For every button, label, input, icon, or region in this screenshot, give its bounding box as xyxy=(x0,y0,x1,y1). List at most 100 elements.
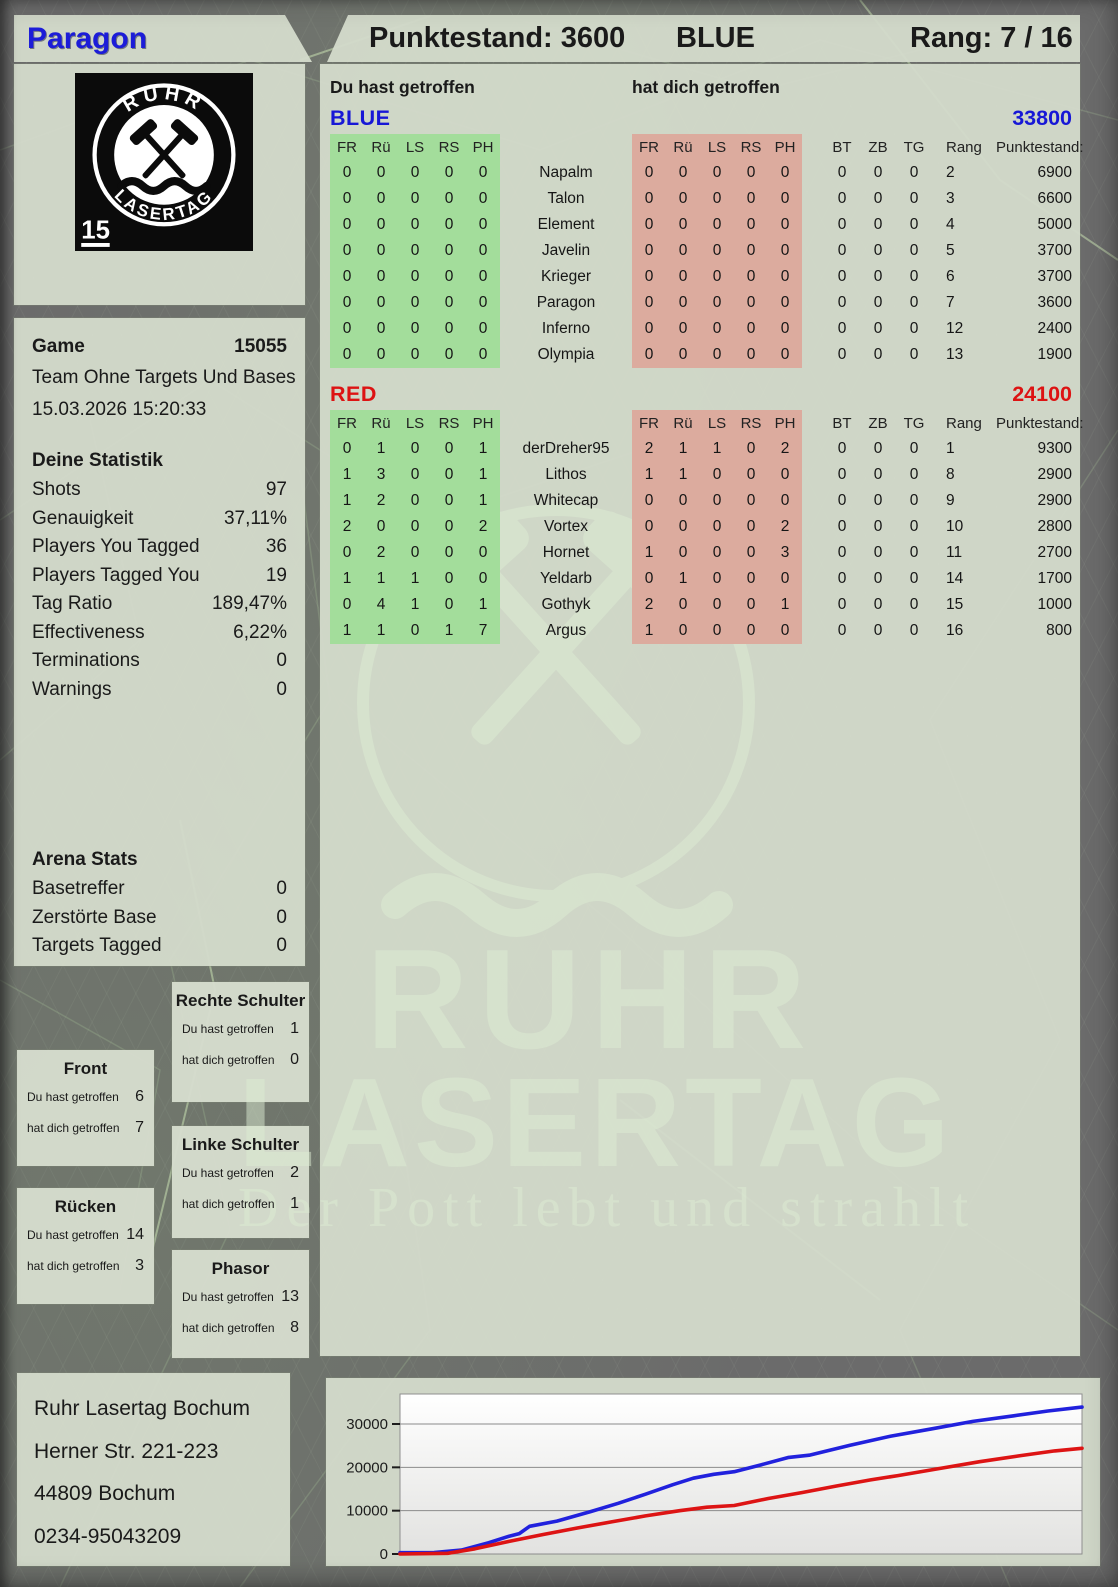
spacer xyxy=(320,316,330,342)
stat-label: Basetreffer xyxy=(32,878,125,900)
stat-label: Terminations xyxy=(32,650,140,672)
them-hit-cell: 0 xyxy=(734,212,768,238)
tg-cell: 0 xyxy=(909,164,919,181)
rank-cell: 6 xyxy=(946,268,955,285)
stat-value: 97 xyxy=(265,479,287,501)
tg-column-header: TG xyxy=(903,414,925,432)
you-hit-cell: 0 xyxy=(432,212,466,238)
arena-stats-title: Arena Stats xyxy=(32,849,138,870)
them-hit-cell: 0 xyxy=(700,316,734,342)
you-hit-cell: 1 xyxy=(466,462,500,488)
spacer xyxy=(802,160,824,186)
rank-cell: 11 xyxy=(946,544,963,561)
player-name-panel: Paragon xyxy=(14,15,312,62)
zb-cell: 0 xyxy=(873,570,883,587)
you-hit-cell: 0 xyxy=(364,238,398,264)
spacer xyxy=(320,342,330,368)
tg-cell: 0 xyxy=(909,596,919,613)
them-hit-cell: 0 xyxy=(632,290,666,316)
you-hit-cell: 0 xyxy=(432,436,466,462)
game-number: 15055 xyxy=(234,336,287,357)
them-hit-cell: 0 xyxy=(666,618,700,644)
rank-cell: 7 xyxy=(946,294,955,311)
score-cell: 3600 xyxy=(1037,294,1072,311)
them-hit-cell: 2 xyxy=(768,436,802,462)
them-hit-cell: 0 xyxy=(666,238,700,264)
you-hit-cell: 0 xyxy=(398,462,432,488)
them-hit-cell: 0 xyxy=(734,488,768,514)
spacer xyxy=(320,290,330,316)
you-hit-header: Du hast getroffen xyxy=(330,77,475,97)
stat-row: Players You Tagged 36 xyxy=(32,533,287,562)
hit-zone-them-label: hat dich getroffen xyxy=(27,1121,120,1135)
them-hit-cell: 0 xyxy=(700,238,734,264)
spacer xyxy=(802,436,824,462)
bt-cell: 0 xyxy=(837,622,847,639)
you-hit-cell: 0 xyxy=(330,264,364,290)
team-total: 33800 xyxy=(1012,105,1072,130)
venue-phone: 0234-95043209 xyxy=(34,1524,182,1548)
bt-cell: 0 xyxy=(837,268,847,285)
stat-row: Warnings 0 xyxy=(32,676,287,705)
tg-cell: 0 xyxy=(909,242,919,259)
column-header-row: FR Rü LS RS PH FR Rü LS RS PH BT ZB TG Rang Punktestan… xyxy=(320,410,1084,436)
y-tick-label: 0 xyxy=(380,1546,388,1563)
bt-cell: 0 xyxy=(837,320,847,337)
spacer xyxy=(320,160,330,186)
zb-cell: 0 xyxy=(873,268,883,285)
them-hit-cell: 0 xyxy=(734,160,768,186)
stat-value: 189,47% xyxy=(211,593,287,615)
them-hit-column-header: PH xyxy=(768,134,802,160)
them-hit-cell: 0 xyxy=(632,342,666,368)
them-hit-cell: 0 xyxy=(768,618,802,644)
you-hit-cell: 1 xyxy=(466,488,500,514)
you-hit-cell: 1 xyxy=(364,436,398,462)
rank-cell: 16 xyxy=(946,622,964,639)
score-column-header: Punktestand: xyxy=(996,138,1084,156)
spacer xyxy=(802,290,824,316)
stat-value: 36 xyxy=(265,536,287,558)
them-hit-cell: 0 xyxy=(700,462,734,488)
spacer xyxy=(320,264,330,290)
them-hit-cell: 0 xyxy=(734,566,768,592)
spacer xyxy=(802,186,824,212)
stat-label: Tag Ratio xyxy=(32,593,113,615)
you-hit-cell: 0 xyxy=(398,290,432,316)
score-row: 0 0 0 0 0 Talon 0 0 0 0 0 0 0 0 3 6600 xyxy=(320,186,1080,212)
player-name-column xyxy=(500,134,632,160)
player-name-cell: Whitecap xyxy=(533,492,599,509)
them-hit-cell: 0 xyxy=(632,488,666,514)
stat-label: Players Tagged You xyxy=(32,564,200,586)
them-hit-cell: 0 xyxy=(734,462,768,488)
team-tables: BLUE 33800 FR Rü LS RS PH FR Rü LS RS PH BT ZB TG Rang P… xyxy=(320,102,1084,644)
them-hit-cell: 0 xyxy=(768,238,802,264)
your-stats-title: Deine Statistik xyxy=(32,450,163,471)
them-hit-column-header: Rü xyxy=(666,410,700,436)
venue-name: Ruhr Lasertag Bochum xyxy=(34,1397,250,1420)
them-hit-column-header: PH xyxy=(768,410,802,436)
them-hit-cell: 0 xyxy=(700,290,734,316)
stat-row: Targets Tagged 0 xyxy=(32,932,287,961)
hit-zone-them-value: 8 xyxy=(290,1319,299,1336)
zb-column-header: ZB xyxy=(868,414,888,432)
them-hit-cell: 0 xyxy=(700,488,734,514)
rank-cell: 10 xyxy=(946,518,964,535)
y-tick-label: 10000 xyxy=(346,1503,388,1520)
bt-cell: 0 xyxy=(837,518,847,535)
tg-cell: 0 xyxy=(909,320,919,337)
team-header: BLUE 33800 xyxy=(320,102,1080,134)
them-hit-cell: 2 xyxy=(768,514,802,540)
score-row: 0 0 0 0 0 Olympia 0 0 0 0 0 0 0 0 13 1900 xyxy=(320,342,1080,368)
stat-row: Terminations 0 xyxy=(32,647,287,676)
stat-row: Basetreffer 0 xyxy=(32,875,287,904)
them-hit-cell: 0 xyxy=(734,316,768,342)
you-hit-cell: 0 xyxy=(432,238,466,264)
zb-cell: 0 xyxy=(873,440,883,457)
bt-cell: 0 xyxy=(837,242,847,259)
score-column-header: Punktestand: xyxy=(996,414,1084,432)
you-hit-cell: 0 xyxy=(330,592,364,618)
you-hit-cell: 0 xyxy=(432,592,466,618)
bt-cell: 0 xyxy=(837,544,847,561)
score-cell: 6900 xyxy=(1037,164,1072,181)
